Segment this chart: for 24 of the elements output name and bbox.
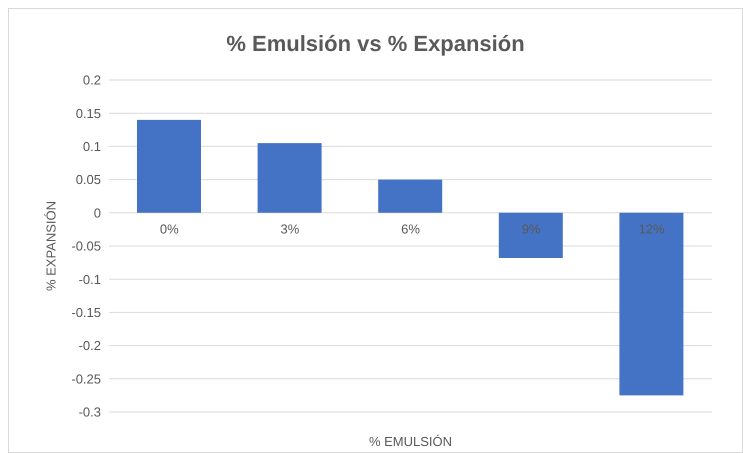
x-tick-label: 3%: [280, 222, 300, 237]
y-tick-label: -0.3: [78, 404, 101, 420]
bar: [619, 212, 684, 396]
x-tick-label: 0%: [160, 222, 180, 237]
y-tick-label: 0.2: [82, 72, 101, 88]
x-tick-label: 6%: [401, 222, 420, 237]
y-tick-label: 0.1: [82, 139, 101, 154]
chart-title: % Emulsión vs % Expansión: [225, 31, 526, 57]
y-tick-label: -0.25: [71, 371, 101, 386]
y-tick-label: 0.15: [76, 106, 101, 121]
y-tick-label: -0.15: [71, 305, 101, 320]
y-tick-label: -0.1: [78, 272, 101, 287]
bar: [378, 180, 442, 213]
x-tick-label: 12%: [638, 222, 666, 237]
bar: [258, 143, 322, 213]
bar: [498, 212, 563, 258]
y-tick-label: 0.05: [76, 172, 101, 188]
y-tick-label: -0.2: [78, 338, 101, 354]
x-tick-label: 9%: [522, 222, 541, 237]
x-axis-title: % EMULSIÓN: [368, 434, 452, 449]
y-tick-label: 0: [94, 205, 101, 220]
bar: [137, 120, 201, 213]
y-tick-label: -0.05: [71, 238, 101, 254]
y-axis-title: % EXPANSIÓN: [44, 200, 59, 292]
